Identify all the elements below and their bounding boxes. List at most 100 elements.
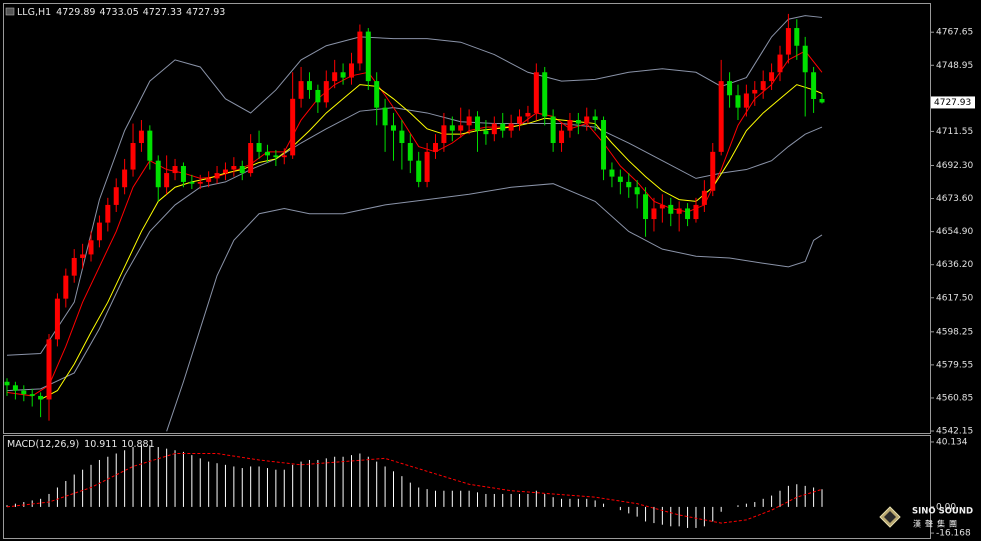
candle-body xyxy=(651,208,657,220)
macd-panel-frame xyxy=(3,435,931,539)
y-tick-label: 0.00 xyxy=(936,502,956,512)
candle-body xyxy=(609,169,615,177)
candle-body xyxy=(172,166,178,174)
candle-body xyxy=(475,116,481,131)
candle-body xyxy=(676,208,682,214)
candle-body xyxy=(735,95,741,108)
candle-body xyxy=(382,107,388,126)
header-open: 4729.89 xyxy=(56,7,95,18)
candle-body xyxy=(819,98,825,103)
candle-body xyxy=(659,204,665,209)
candle-body xyxy=(559,130,565,144)
candle-body xyxy=(54,298,60,340)
candle-body xyxy=(592,116,598,121)
candle-body xyxy=(222,169,228,174)
candle-body xyxy=(130,143,136,170)
symbol: LLG,H1 xyxy=(17,7,51,18)
candle-body xyxy=(374,81,380,108)
brand-chinese: 漢聲集團 xyxy=(913,519,961,529)
y-tick-label: 40.134 xyxy=(936,437,968,447)
logo-icon-inner xyxy=(884,511,896,523)
candle-body xyxy=(508,123,514,131)
candle-body xyxy=(122,169,128,188)
candle-body xyxy=(424,151,430,182)
candle-body xyxy=(63,275,69,299)
candle-body xyxy=(71,257,77,276)
candle-body xyxy=(701,190,707,205)
header-close: 4727.93 xyxy=(186,7,225,18)
price-label-box xyxy=(931,96,975,109)
y-tick-label: 4636.20 xyxy=(936,260,973,270)
candle-body xyxy=(727,81,733,96)
candle-body xyxy=(390,125,396,131)
candle-body xyxy=(500,123,506,131)
candle-body xyxy=(290,98,296,156)
y-tick-label: 4617.50 xyxy=(936,293,973,303)
indicator-line xyxy=(6,453,823,524)
candle-body xyxy=(533,72,539,113)
candle-body xyxy=(550,116,556,144)
watermark: SINO SOUND 漢聲集團 xyxy=(879,506,973,529)
candle-body xyxy=(239,166,245,174)
y-tick-label: 4598.25 xyxy=(936,327,973,337)
candle-body xyxy=(634,187,640,195)
candle-body xyxy=(441,125,447,144)
candle-body xyxy=(517,116,523,124)
candle-body xyxy=(811,72,817,99)
candle-body xyxy=(348,63,354,78)
candle-body xyxy=(685,208,691,220)
y-tick-label: 4767.65 xyxy=(936,28,973,38)
y-tick-label: 4748.95 xyxy=(936,61,973,71)
candle-body xyxy=(340,72,346,78)
candle-body xyxy=(214,173,220,179)
indicator-line xyxy=(6,107,823,392)
candle-body xyxy=(466,116,472,126)
candle-body xyxy=(785,28,791,55)
candle-body xyxy=(769,72,775,82)
candle-body xyxy=(29,394,35,396)
candle-body xyxy=(433,143,439,152)
candle-body xyxy=(567,120,573,131)
symbol-icon xyxy=(5,7,15,16)
macd-title: MACD(12,26,9) xyxy=(7,439,79,450)
candle-body xyxy=(323,81,329,103)
candle-body xyxy=(794,28,800,46)
macd-header: MACD(12,26,9) 10.911 10.881 xyxy=(7,439,155,450)
candle-body xyxy=(407,143,413,161)
candle-body xyxy=(206,178,212,182)
candle-body xyxy=(584,116,590,124)
candle-body xyxy=(4,381,10,386)
candle-body xyxy=(264,151,270,156)
y-tick-label: 4542.15 xyxy=(936,427,973,437)
signal-value: 10.881 xyxy=(121,439,154,450)
indicator-line xyxy=(40,84,823,400)
candle-body xyxy=(248,143,254,174)
candle-body xyxy=(802,45,808,73)
candle-body xyxy=(710,151,716,191)
candle-body xyxy=(743,93,749,108)
candle-body xyxy=(147,130,153,161)
candle-body xyxy=(449,125,455,131)
candle-body xyxy=(164,173,170,188)
candle-body xyxy=(88,240,94,255)
candle-body xyxy=(189,181,195,184)
candle-body xyxy=(38,395,44,400)
candle-body xyxy=(718,81,724,152)
candle-body xyxy=(256,143,262,152)
candle-body xyxy=(113,187,119,205)
plot-area xyxy=(4,13,825,432)
candle-body xyxy=(138,130,144,144)
y-tick-label: -16.168 xyxy=(936,529,971,539)
candle-body xyxy=(416,160,422,182)
macd-layer: 40.134 0.00 -16.168 xyxy=(6,437,971,539)
candle-body xyxy=(617,176,623,182)
candle-body xyxy=(298,81,304,99)
candle-body xyxy=(525,112,531,117)
y-tick-label: 4673.60 xyxy=(936,194,973,204)
candle-body xyxy=(458,125,464,131)
candle-body xyxy=(21,390,27,395)
macd-value: 10.911 xyxy=(84,439,117,450)
